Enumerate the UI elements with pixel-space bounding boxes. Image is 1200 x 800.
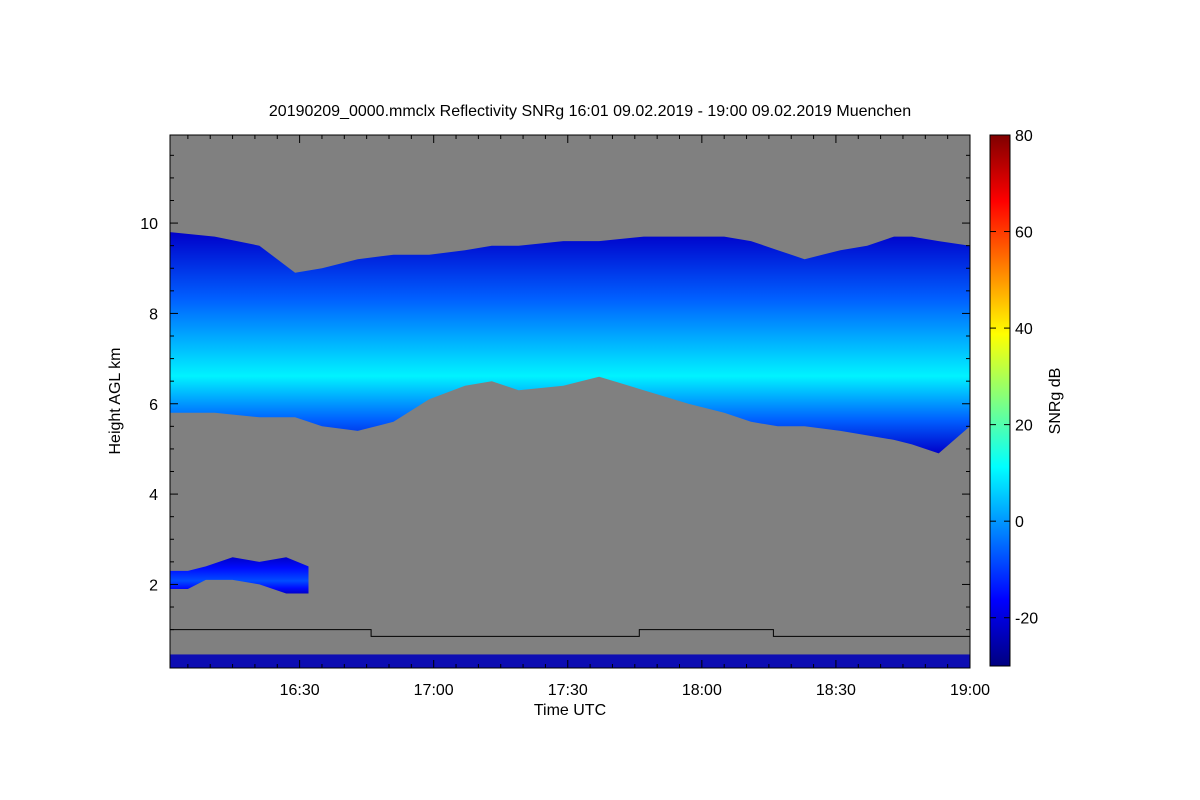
y-tick-label: 2 [149, 577, 158, 594]
colorbar-tick-label: 60 [1015, 225, 1033, 242]
x-tick-label: 17:30 [548, 682, 588, 699]
line-series [170, 629, 970, 637]
colorbar-label: SNRg dB [1047, 368, 1064, 435]
colorbar-tick-label: 80 [1015, 128, 1033, 145]
plot-content [170, 232, 970, 668]
y-axis-label: Height AGL km [107, 347, 124, 454]
x-axis-label: Time UTC [534, 702, 606, 719]
x-tick-label: 17:00 [414, 682, 454, 699]
y-tick-label: 6 [149, 397, 158, 414]
plot-frame [169, 134, 971, 669]
axes: 16:30 17:00 17:30 18:00 18:30 19:00 2 4 6 8 10 [140, 134, 990, 699]
x-tick-label: 18:00 [682, 682, 722, 699]
cloud-layer-low [170, 557, 309, 594]
y-tick-label: 10 [140, 216, 158, 233]
colorbar-ticks: -20 0 20 40 60 80 [990, 128, 1038, 628]
colorbar-tick-label: 0 [1015, 514, 1024, 531]
colorbar-tick-label: 20 [1015, 418, 1033, 435]
x-tick-label: 18:30 [816, 682, 856, 699]
cloud-layer-upper [170, 232, 970, 454]
colorbar [989, 134, 1011, 667]
colorbar-tick-label: -20 [1015, 611, 1038, 628]
y-tick-label: 4 [149, 487, 158, 504]
surface-clutter [170, 654, 970, 668]
y-tick-label: 8 [149, 306, 158, 323]
x-tick-label: 16:30 [280, 682, 320, 699]
colorbar-tick-label: 40 [1015, 321, 1033, 338]
chart-title: 20190209_0000.mmclx Reflectivity SNRg 16… [269, 103, 911, 120]
x-tick-label: 19:00 [950, 682, 990, 699]
